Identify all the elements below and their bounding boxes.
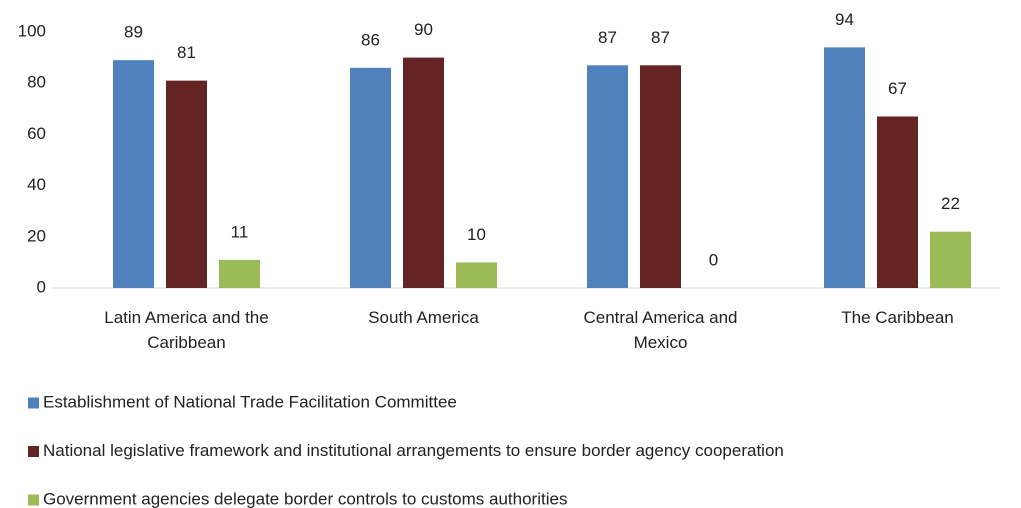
bar bbox=[166, 80, 207, 288]
legend-label: Establishment of National Trade Facilita… bbox=[43, 392, 457, 411]
legend-label: Government agencies delegate border cont… bbox=[43, 489, 567, 508]
data-label: 87 bbox=[598, 28, 617, 47]
y-tick-label: 0 bbox=[37, 277, 46, 296]
data-label: 67 bbox=[888, 79, 907, 98]
data-label: 89 bbox=[124, 23, 143, 42]
y-tick-label: 40 bbox=[27, 175, 46, 194]
data-label: 87 bbox=[651, 28, 670, 47]
bar bbox=[640, 65, 681, 288]
data-label: 81 bbox=[177, 43, 196, 62]
bar bbox=[113, 60, 154, 288]
bar bbox=[350, 67, 391, 288]
bar bbox=[877, 116, 918, 288]
data-label: 22 bbox=[941, 194, 960, 213]
bar bbox=[587, 65, 628, 288]
legend-swatch bbox=[28, 446, 39, 457]
bar bbox=[456, 262, 497, 288]
x-tick-label: Latin America and the Caribbean bbox=[104, 308, 269, 352]
y-tick-label: 80 bbox=[27, 73, 46, 92]
data-label: 0 bbox=[709, 250, 718, 269]
legend-label: National legislative framework and insti… bbox=[43, 441, 784, 460]
data-label: 10 bbox=[467, 225, 486, 244]
x-tick-label: South America bbox=[368, 308, 479, 327]
y-tick-label: 20 bbox=[27, 226, 46, 245]
bar bbox=[219, 259, 260, 288]
bar bbox=[824, 47, 865, 288]
data-label: 90 bbox=[414, 20, 433, 39]
data-label: 11 bbox=[231, 222, 249, 241]
bar bbox=[403, 57, 444, 288]
x-tick-label: Central America and Mexico bbox=[583, 308, 738, 352]
data-label: 86 bbox=[361, 30, 380, 49]
y-tick-label: 100 bbox=[18, 21, 46, 40]
bar bbox=[930, 231, 971, 288]
legend-swatch bbox=[28, 494, 39, 506]
y-tick-label: 60 bbox=[27, 124, 46, 143]
x-tick-label: The Caribbean bbox=[841, 308, 954, 327]
data-label: 94 bbox=[835, 10, 854, 29]
legend-swatch bbox=[28, 397, 39, 409]
